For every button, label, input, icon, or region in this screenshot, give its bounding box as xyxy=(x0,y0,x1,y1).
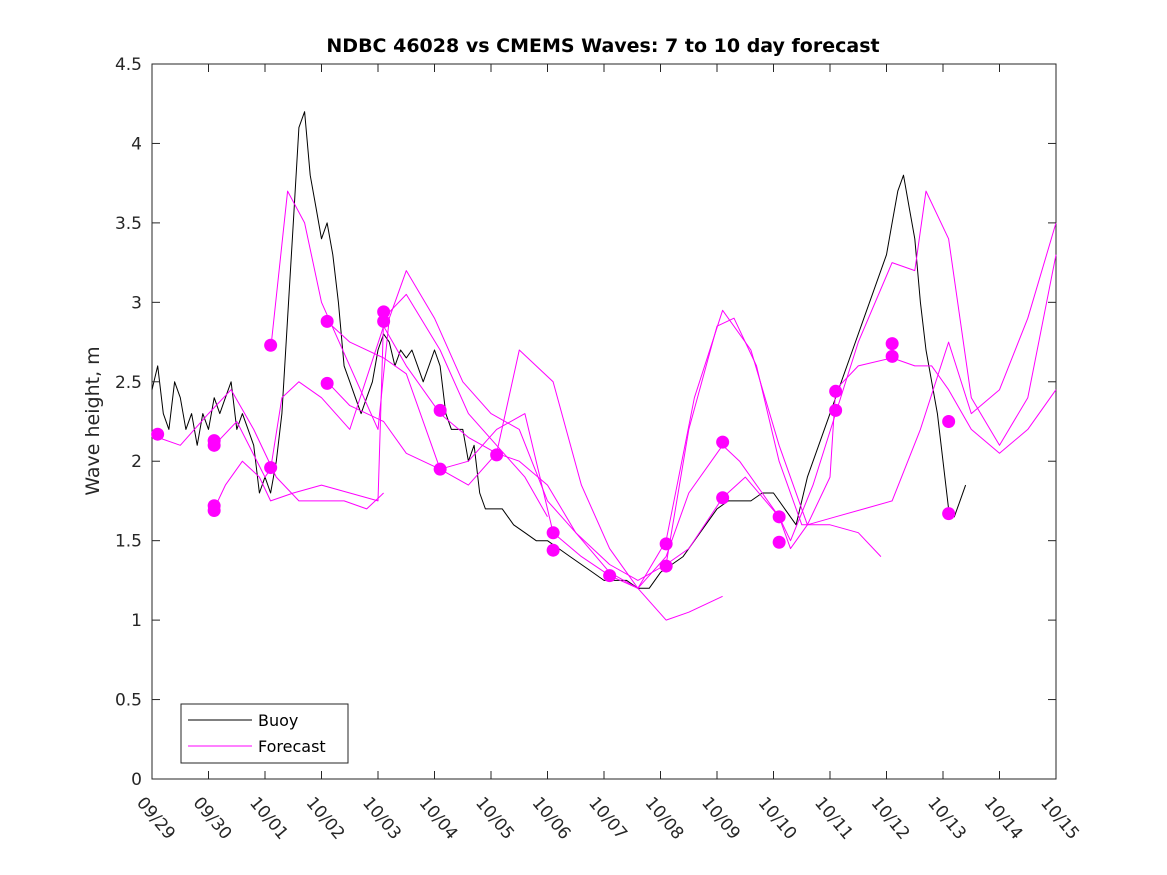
forecast-start-marker xyxy=(942,415,956,428)
forecast-series-line-1 xyxy=(157,389,384,510)
forecast-start-marker xyxy=(772,510,786,524)
forecast-start-marker xyxy=(264,461,278,475)
x-tick-label: 10/02 xyxy=(302,793,349,843)
x-tick-label: 09/29 xyxy=(132,793,179,843)
y-tick-label: 3.5 xyxy=(115,214,142,234)
legend-label-forecast: Forecast xyxy=(258,737,326,756)
forecast-start-marker xyxy=(829,403,843,417)
y-tick-label: 2 xyxy=(131,452,142,472)
forecast-start-marker xyxy=(264,338,278,352)
forecast-series-line-4 xyxy=(270,190,882,581)
forecast-series-line-7 xyxy=(665,190,1057,565)
forecast-start-marker xyxy=(716,491,730,505)
forecast-start-marker xyxy=(829,384,843,398)
forecast-start-marker xyxy=(885,337,899,351)
x-tick-label: 10/14 xyxy=(980,793,1027,843)
forecast-start-marker xyxy=(546,526,560,540)
x-tick-label: 10/11 xyxy=(810,793,857,843)
legend-box xyxy=(180,703,349,764)
x-tick-label: 10/10 xyxy=(754,793,801,843)
y-tick-label: 3 xyxy=(131,293,142,313)
forecast-start-marker xyxy=(603,569,617,583)
forecast-start-marker xyxy=(433,403,447,417)
x-tick-label: 10/04 xyxy=(415,793,462,843)
y-tick-label: 0 xyxy=(131,770,142,790)
forecast-start-marker xyxy=(659,559,673,573)
forecast-series-line-6 xyxy=(326,349,723,621)
legend: Buoy Forecast xyxy=(180,703,349,764)
x-tick-label: 10/15 xyxy=(1036,793,1083,843)
forecast-start-marker xyxy=(490,448,504,462)
forecast-series-line-2 xyxy=(213,293,548,518)
forecast-start-marker xyxy=(151,427,165,441)
forecast-start-marker xyxy=(377,305,391,319)
legend-label-buoy: Buoy xyxy=(258,711,298,730)
forecast-start-marker xyxy=(207,503,221,517)
marker-layer xyxy=(151,305,956,583)
forecast-start-marker xyxy=(716,435,730,449)
x-tick-label: 10/09 xyxy=(697,793,744,843)
forecast-start-marker xyxy=(377,314,391,328)
x-tick-label: 09/30 xyxy=(189,793,236,843)
y-tick-label: 1.5 xyxy=(115,532,142,552)
forecast-start-marker xyxy=(772,535,786,549)
y-tick-label: 1 xyxy=(131,611,142,631)
y-axis-label: Wave height, m xyxy=(82,346,104,495)
forecast-start-marker xyxy=(320,376,334,390)
x-tick-label: 10/07 xyxy=(584,793,631,843)
forecast-start-marker xyxy=(659,537,673,551)
x-tick-label: 10/03 xyxy=(358,793,405,843)
y-tick-label: 2.5 xyxy=(115,373,142,393)
plot-area xyxy=(151,63,1057,780)
x-tick-label: 10/13 xyxy=(923,793,970,843)
forecast-series-line-8 xyxy=(778,357,1057,550)
forecast-start-marker xyxy=(320,314,334,328)
forecast-start-marker xyxy=(885,349,899,363)
forecast-start-marker xyxy=(207,438,221,452)
x-tick-label: 10/05 xyxy=(471,793,518,843)
x-tick-label: 10/01 xyxy=(245,793,292,843)
y-tick-label: 4 xyxy=(131,134,142,154)
forecast-start-marker xyxy=(942,507,956,521)
x-tick-label: 10/12 xyxy=(867,793,914,843)
y-tick-label: 4.5 xyxy=(115,55,142,75)
forecast-series-line-5 xyxy=(326,222,1057,589)
chart-title: NDBC 46028 vs CMEMS Waves: 7 to 10 day f… xyxy=(326,35,879,57)
forecast-start-marker xyxy=(433,462,447,476)
forecast-start-marker xyxy=(546,543,560,557)
x-tick-label: 10/06 xyxy=(528,793,575,843)
x-tick-label: 10/08 xyxy=(641,793,688,843)
y-tick-label: 0.5 xyxy=(115,691,142,711)
